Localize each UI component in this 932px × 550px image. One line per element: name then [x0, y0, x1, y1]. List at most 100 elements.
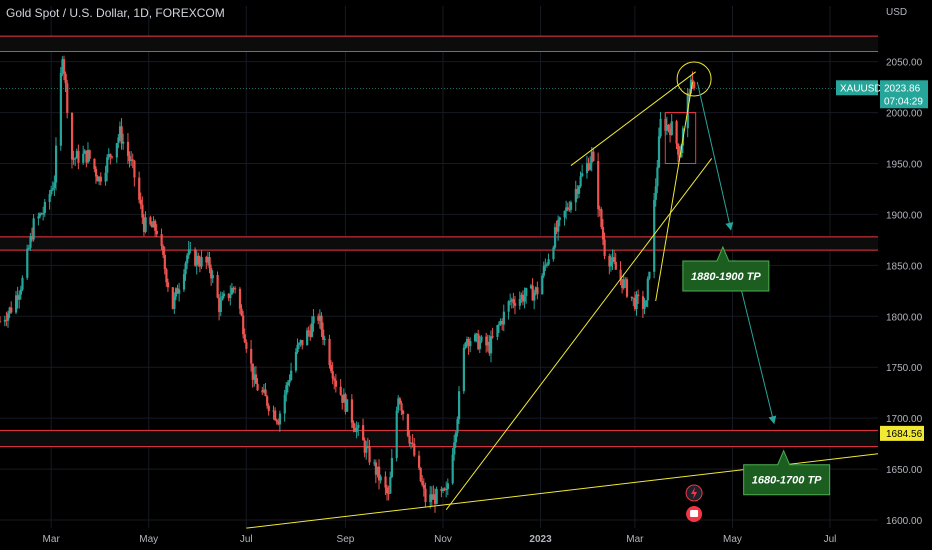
candle-body — [665, 124, 669, 131]
candle-body — [478, 341, 481, 350]
candle-body — [322, 329, 325, 340]
candle-body — [654, 186, 657, 200]
candle-body — [19, 289, 22, 295]
candle-body — [272, 410, 275, 412]
candle-body — [163, 254, 166, 270]
candle-body — [525, 287, 528, 297]
candle-body — [43, 201, 46, 213]
highlight-circle — [676, 61, 712, 97]
candle-body — [497, 324, 501, 326]
candle-body — [94, 168, 98, 177]
candle-body — [587, 163, 590, 170]
candle-body — [6, 313, 10, 321]
candle-body — [189, 249, 192, 251]
candle-body — [552, 247, 555, 260]
candle-body — [154, 220, 157, 231]
candle-body — [542, 266, 545, 276]
candle-body — [106, 157, 109, 173]
candle-body — [534, 287, 537, 293]
y-tick-label: 1850.00 — [886, 261, 923, 272]
candle-body — [574, 189, 577, 203]
candle-body — [398, 398, 402, 404]
candle-body — [592, 151, 595, 162]
candle-body — [142, 217, 146, 232]
y-tick-label: 2000.00 — [886, 109, 923, 120]
candle-body — [312, 316, 315, 324]
candle-body — [473, 334, 477, 342]
candle-body — [379, 476, 382, 481]
candle-body — [195, 255, 198, 266]
candle-body — [611, 257, 614, 262]
candle-body — [173, 296, 176, 309]
symbol-tag — [836, 80, 878, 96]
x-tick-label: Mar — [43, 534, 61, 545]
last-price-tag — [880, 80, 928, 109]
y-tick-label: 1650.00 — [886, 465, 923, 476]
candle-body — [632, 297, 635, 299]
candle-body — [194, 249, 197, 266]
candle-body — [486, 341, 489, 346]
candle-body — [130, 159, 133, 162]
candle-body — [630, 296, 633, 299]
candle-body — [200, 256, 203, 267]
candle-body — [107, 154, 110, 158]
candle-body — [446, 483, 449, 489]
candle-body — [253, 374, 256, 380]
candle-body — [406, 414, 410, 436]
candle-body — [457, 391, 461, 420]
last-price-text: 2023.86 — [884, 83, 921, 94]
candle-body — [366, 446, 370, 448]
candle-body — [545, 264, 549, 266]
candle-body — [82, 153, 85, 163]
candle-body — [245, 342, 248, 349]
candle-body — [62, 59, 66, 74]
candle-body — [227, 293, 230, 299]
candle-body — [230, 287, 234, 295]
candle-body — [99, 176, 102, 182]
candle-body — [680, 145, 683, 158]
candle-body — [624, 279, 627, 281]
candle-body — [149, 217, 152, 225]
candle-body — [499, 321, 502, 325]
candle-body — [251, 363, 254, 380]
candle-body — [589, 162, 592, 170]
candle-body — [331, 371, 334, 379]
candle-body — [309, 331, 312, 337]
candle-body — [264, 389, 267, 397]
candle-body — [250, 348, 253, 364]
candle-body — [104, 172, 107, 182]
candle-body — [669, 128, 672, 136]
candle-body — [50, 189, 53, 195]
trendline — [570, 71, 696, 166]
countdown-text: 07:04:29 — [884, 96, 923, 107]
candle-body — [397, 398, 400, 411]
candle-body — [597, 161, 600, 210]
candle-body — [323, 338, 326, 340]
x-tick-label: Mar — [626, 534, 644, 545]
candle-body — [432, 494, 435, 500]
candle-body — [608, 255, 611, 267]
x-tick-label: Nov — [434, 534, 452, 545]
candle-body — [362, 425, 365, 441]
candle-body — [334, 380, 338, 387]
candle-body — [341, 394, 344, 403]
candle-body — [155, 230, 158, 235]
candle-body — [301, 340, 304, 346]
candle-body — [86, 149, 90, 163]
candle-body — [635, 294, 638, 310]
candle-body — [262, 389, 266, 393]
candle-body — [555, 227, 558, 232]
candle-body — [205, 256, 208, 263]
candle-body — [77, 151, 80, 163]
candle-body — [171, 287, 174, 309]
candle-body — [242, 315, 245, 335]
candle-body — [339, 386, 342, 395]
candle-body — [115, 143, 118, 158]
candle-body — [85, 150, 88, 163]
candle-body — [139, 199, 142, 205]
flag-glyph-icon — [690, 510, 699, 517]
candle-body — [38, 213, 42, 217]
candle-body — [529, 285, 533, 288]
candle-body — [469, 341, 472, 347]
